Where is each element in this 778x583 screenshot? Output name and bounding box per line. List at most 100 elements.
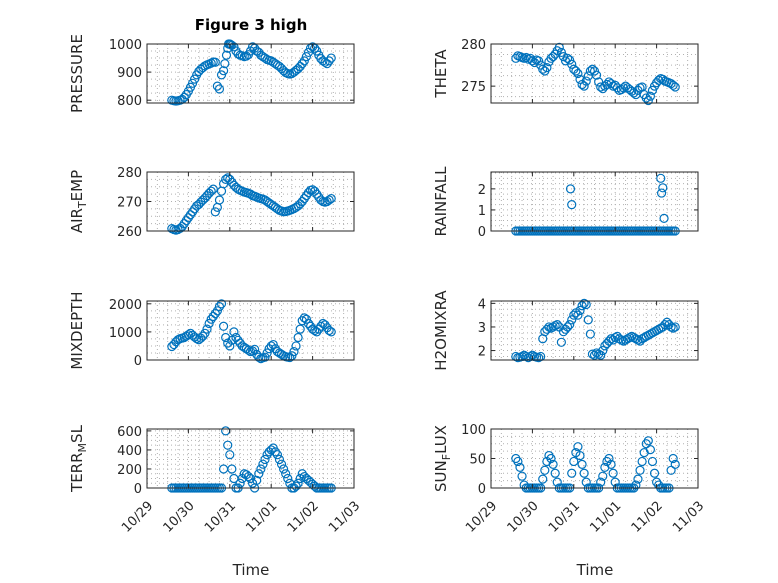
y-tick-label: 3 <box>478 321 486 336</box>
data-point <box>583 315 593 325</box>
data-point <box>550 321 560 331</box>
y-axis-label-main: THETA <box>432 49 450 99</box>
data-point <box>218 66 229 76</box>
data-point <box>274 454 285 465</box>
data-point <box>515 462 525 472</box>
axes-box <box>490 171 699 232</box>
data-point <box>658 183 668 193</box>
data-point <box>291 341 301 351</box>
data-point <box>544 322 554 332</box>
data-point <box>198 331 208 341</box>
x-tick-label: 10/29 <box>119 499 156 536</box>
data-point <box>546 453 556 464</box>
x-tick-label: 10/30 <box>161 499 198 536</box>
y-axis-label-sub: M <box>76 443 89 453</box>
data-point <box>567 200 577 210</box>
data-point <box>206 58 216 68</box>
subplot-8: 0 50 100 10/29 10/30 10/31 11/01 11/02 11/03 SUNF… <box>432 423 707 536</box>
data-point <box>556 47 566 58</box>
y-tick-label: 400 <box>117 444 142 459</box>
data-point <box>204 318 214 329</box>
data-point <box>214 302 225 312</box>
data-point <box>310 481 320 491</box>
data-point <box>548 459 558 469</box>
y-tick-label: 600 <box>117 425 142 440</box>
subplot-3: 260 270 280 AIRTEMP <box>68 166 355 240</box>
data-point <box>260 454 270 465</box>
data-point <box>179 92 189 102</box>
data-point <box>527 56 538 66</box>
data-point <box>550 468 560 478</box>
data-point <box>245 473 256 484</box>
data-point <box>260 352 270 362</box>
data-point <box>187 78 198 88</box>
data-point <box>268 339 278 350</box>
data-point <box>316 321 326 331</box>
data-point <box>647 456 658 467</box>
data-point <box>604 453 614 464</box>
data-point <box>225 450 235 460</box>
data-point <box>295 324 305 334</box>
data-point <box>270 447 280 457</box>
data-point <box>579 81 589 91</box>
data-point <box>529 57 540 68</box>
y-tick-label: 280 <box>461 38 486 53</box>
data-point <box>206 186 216 196</box>
data-point <box>293 332 303 343</box>
y-tick-label: 2 <box>478 345 486 360</box>
data-point <box>538 474 548 484</box>
data-point <box>212 306 222 316</box>
subplot-2: 275 280 THETA <box>432 38 699 106</box>
data-point <box>252 475 262 485</box>
data-point <box>598 345 608 356</box>
x-tick-label: 10/30 <box>505 499 542 536</box>
y-tick-label: 1000 <box>109 326 142 341</box>
data-point <box>631 480 641 490</box>
data-point <box>573 68 583 79</box>
data-point <box>243 471 254 482</box>
y-tick-label: 200 <box>117 463 142 478</box>
y-axis-label: SUNFLUX <box>432 425 453 492</box>
data-point <box>210 57 220 67</box>
data-point <box>585 329 595 339</box>
subplot-5: 0 1000 2000 MIXDEPTH <box>68 291 355 370</box>
data-point <box>654 75 664 85</box>
data-point <box>575 74 585 85</box>
data-point <box>262 348 272 358</box>
data-point <box>575 305 585 316</box>
data-point <box>625 332 635 343</box>
y-tick-label: 0 <box>478 225 486 240</box>
data-point <box>598 471 608 481</box>
data-point <box>276 459 287 469</box>
data-point <box>256 464 266 474</box>
y-axis-label-tail: LUX <box>432 425 450 454</box>
data-point <box>666 322 676 332</box>
x-tick-label: 10/31 <box>202 499 239 536</box>
data-point <box>538 64 548 74</box>
x-axis-label-left: Time <box>232 561 270 579</box>
data-point <box>517 471 527 481</box>
y-tick-label: 270 <box>117 196 142 211</box>
data-point <box>596 477 606 487</box>
y-tick-label: 100 <box>461 423 486 438</box>
data-point <box>301 52 311 62</box>
data-point <box>569 310 579 320</box>
data-point <box>266 445 276 455</box>
y-tick-label: 900 <box>117 66 142 81</box>
data-point <box>606 459 616 469</box>
data-point <box>233 49 243 59</box>
data-point <box>183 330 193 340</box>
data-point <box>608 468 618 478</box>
y-axis-label: RAINFALL <box>432 166 450 237</box>
y-tick-label: 2000 <box>109 298 142 313</box>
data-point <box>635 465 645 475</box>
data-point <box>656 188 667 198</box>
y-tick-label: 1 <box>478 204 486 219</box>
data-point <box>254 469 264 479</box>
y-axis-label-sub: F <box>440 454 453 460</box>
y-axis-label-main: PRESSURE <box>68 34 86 113</box>
data-point <box>200 61 210 71</box>
data-point <box>312 46 322 56</box>
y-tick-label: 50 <box>469 453 486 468</box>
data-point <box>670 322 680 332</box>
